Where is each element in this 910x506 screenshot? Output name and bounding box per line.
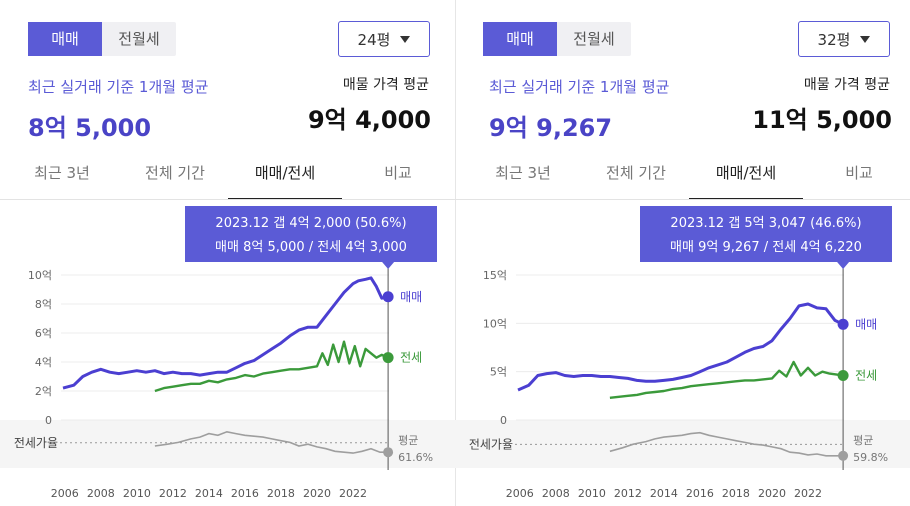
y-tick-label: 5억 bbox=[490, 366, 507, 379]
size-dropdown[interactable]: 24평 bbox=[338, 21, 430, 57]
x-tick-label: 2022 bbox=[339, 487, 367, 500]
panel-divider bbox=[455, 0, 456, 506]
jeonse-end-marker bbox=[837, 370, 849, 382]
y-tick-label: 10억 bbox=[28, 269, 52, 282]
x-tick-label: 2006 bbox=[506, 487, 534, 500]
x-tick-label: 2006 bbox=[51, 487, 79, 500]
listing-price-label: 매물 가격 평균 bbox=[803, 77, 890, 93]
y-tick-label: 4억 bbox=[35, 356, 52, 369]
tab-underline bbox=[455, 199, 910, 200]
sale-end-marker bbox=[837, 318, 849, 330]
recent-trade-label: 최근 실거래 기준 1개월 평균 bbox=[28, 78, 209, 96]
y-tick-label: 10억 bbox=[483, 317, 507, 330]
y-tick-label: 0 bbox=[45, 414, 52, 427]
tooltip-line-2: 매매 9억 9,267 / 전세 4억 6,220 bbox=[670, 240, 862, 255]
caret-down-icon bbox=[400, 35, 411, 43]
tooltip-line-1: 2023.12 갭 5억 3,047 (46.6%) bbox=[670, 216, 861, 231]
x-tick-label: 2020 bbox=[758, 487, 786, 500]
sale-end-marker bbox=[382, 291, 394, 303]
tooltip-line-1: 2023.12 갭 4억 2,000 (50.6%) bbox=[215, 216, 406, 231]
tooltip-pointer bbox=[382, 262, 395, 269]
size-dropdown-value: 32평 bbox=[817, 30, 851, 49]
y-tick-label: 15억 bbox=[483, 269, 507, 282]
ratio-label: 전세가율 bbox=[14, 436, 58, 450]
sale-series-line bbox=[517, 302, 844, 392]
ratio-series-line bbox=[609, 431, 844, 457]
tab-recent-3y[interactable]: 최근 3년 bbox=[34, 164, 90, 182]
tab-compare[interactable]: 비교 bbox=[845, 164, 873, 182]
listing-price-label: 매물 가격 평균 bbox=[342, 77, 429, 93]
segment-jeonse-button[interactable]: 전월세 bbox=[573, 30, 615, 48]
x-tick-label: 2008 bbox=[87, 487, 115, 500]
recent-trade-label: 최근 실거래 기준 1개월 평균 bbox=[489, 78, 670, 96]
ratio-avg-value: 61.6% bbox=[398, 451, 433, 464]
x-tick-label: 2020 bbox=[303, 487, 331, 500]
y-tick-label: 2억 bbox=[35, 385, 52, 398]
y-tick-label: 6억 bbox=[35, 327, 52, 340]
sale-type-segment: 매매 전월세 bbox=[483, 22, 631, 56]
recent-trade-value: 9억 9,267 bbox=[489, 114, 613, 142]
x-tick-label: 2018 bbox=[267, 487, 295, 500]
x-tick-label: 2010 bbox=[123, 487, 151, 500]
x-tick-label: 2008 bbox=[542, 487, 570, 500]
ratio-avg-label: 평균 bbox=[853, 434, 873, 447]
tab-all-period[interactable]: 전체 기간 bbox=[145, 164, 205, 182]
tooltip-box bbox=[640, 206, 892, 262]
listing-price-value: 9억 4,000 bbox=[307, 106, 431, 134]
sale-series-line bbox=[62, 276, 389, 390]
x-tick-label: 2014 bbox=[650, 487, 678, 500]
ratio-end-marker bbox=[838, 450, 849, 461]
tab-underline bbox=[0, 199, 455, 200]
size-dropdown-value: 24평 bbox=[357, 30, 391, 49]
tab-sale-jeonse[interactable]: 매매/전세 bbox=[228, 152, 342, 200]
x-tick-label: 2016 bbox=[686, 487, 714, 500]
segment-sale-button[interactable]: 매매 bbox=[483, 22, 557, 56]
ratio-series-line bbox=[154, 430, 389, 454]
panel-right: 매매 전월세 32평 최근 실거래 기준 1개월 평균 9억 9,267 매물 … bbox=[455, 0, 910, 506]
jeonse-series-line bbox=[609, 360, 844, 399]
price-chart[interactable]: 0 2억 4억 6억 8억 10억 2006 2008 2010 2012 2014 2016 2018… bbox=[0, 200, 455, 506]
tooltip-pointer bbox=[837, 262, 850, 269]
ratio-band-bg bbox=[0, 420, 455, 468]
caret-down-icon bbox=[860, 35, 871, 43]
sale-series-label: 매매 bbox=[855, 317, 877, 331]
sale-type-segment: 매매 전월세 bbox=[28, 22, 176, 56]
x-tick-label: 2014 bbox=[195, 487, 223, 500]
x-tick-label: 2010 bbox=[578, 487, 606, 500]
price-chart[interactable]: 0 5억 10억 15억 2006 2008 2010 2012 2014 2016 2018 202… bbox=[455, 200, 910, 506]
x-tick-label: 2012 bbox=[614, 487, 642, 500]
x-tick-label: 2022 bbox=[794, 487, 822, 500]
jeonse-series-line bbox=[154, 340, 389, 393]
tab-sale-jeonse[interactable]: 매매/전세 bbox=[689, 152, 803, 200]
ratio-end-marker bbox=[383, 447, 394, 458]
x-tick-label: 2016 bbox=[231, 487, 259, 500]
y-tick-label: 8억 bbox=[35, 298, 52, 311]
jeonse-series-label: 전세 bbox=[855, 369, 877, 383]
period-tabs: 최근 3년 전체 기간 매매/전세 비교 bbox=[455, 152, 910, 200]
tab-all-period[interactable]: 전체 기간 bbox=[606, 164, 666, 182]
listing-price-value: 11억 5,000 bbox=[752, 106, 892, 134]
recent-trade-value: 8억 5,000 bbox=[28, 114, 152, 142]
tooltip-line-2: 매매 8억 5,000 / 전세 4억 3,000 bbox=[215, 240, 407, 255]
tooltip-box bbox=[185, 206, 437, 262]
x-tick-label: 2012 bbox=[159, 487, 187, 500]
jeonse-end-marker bbox=[382, 352, 394, 364]
size-dropdown[interactable]: 32평 bbox=[798, 21, 890, 57]
panel-left: 매매 전월세 24평 최근 실거래 기준 1개월 평균 8억 5,000 매물 … bbox=[0, 21, 455, 506]
jeonse-series-label: 전세 bbox=[400, 351, 422, 365]
period-tabs: 최근 3년 전체 기간 매매/전세 비교 bbox=[0, 152, 455, 200]
segment-sale-button[interactable]: 매매 bbox=[28, 22, 102, 56]
ratio-label: 전세가율 bbox=[469, 437, 513, 451]
segment-jeonse-button[interactable]: 전월세 bbox=[118, 30, 160, 48]
ratio-avg-label: 평균 bbox=[398, 434, 418, 447]
tab-compare[interactable]: 비교 bbox=[384, 164, 412, 182]
y-tick-label: 0 bbox=[500, 414, 507, 427]
sale-series-label: 매매 bbox=[400, 290, 422, 304]
x-tick-label: 2018 bbox=[722, 487, 750, 500]
tab-recent-3y[interactable]: 최근 3년 bbox=[495, 164, 551, 182]
ratio-avg-value: 59.8% bbox=[853, 451, 888, 464]
